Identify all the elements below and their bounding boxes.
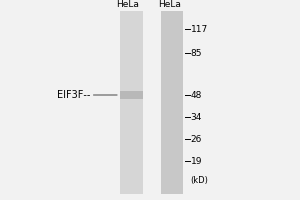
Bar: [120, 91, 142, 99]
Text: HeLa: HeLa: [116, 0, 139, 9]
Text: 34: 34: [190, 112, 202, 121]
Text: EIF3F--: EIF3F--: [57, 90, 90, 100]
Text: 48: 48: [190, 90, 202, 99]
Text: (kD): (kD): [190, 176, 208, 186]
Text: HeLa: HeLa: [158, 0, 181, 9]
Text: 19: 19: [190, 156, 202, 166]
Bar: [160, 11, 183, 194]
Text: 26: 26: [190, 134, 202, 144]
Text: 85: 85: [190, 48, 202, 58]
Text: 117: 117: [190, 24, 208, 33]
Bar: [120, 11, 142, 194]
